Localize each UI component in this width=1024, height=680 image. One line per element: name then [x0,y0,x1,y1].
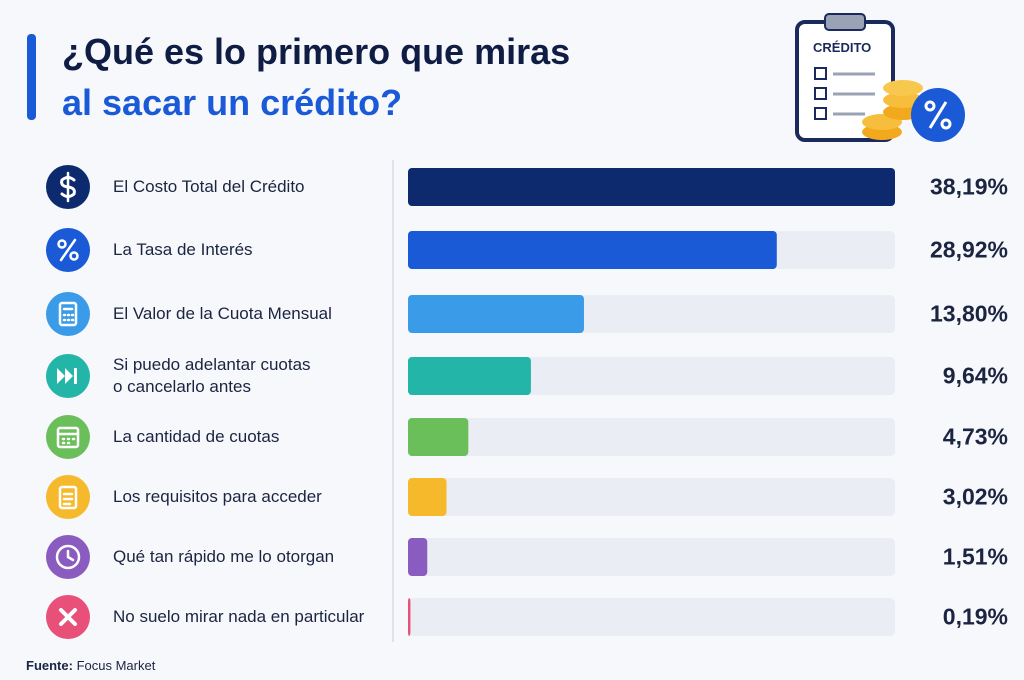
bar [408,418,469,456]
bar-track [408,418,895,456]
value-label: 13,80% [929,300,1008,327]
source-text: Focus Market [76,658,156,673]
value-label: 28,92% [929,236,1008,263]
source-label: Fuente: [26,658,73,673]
value-label: 4,73% [942,423,1008,450]
bar [408,357,531,395]
clipboard-illustration [795,13,965,142]
bar [408,538,428,576]
source: Fuente: Focus Market [26,658,155,673]
icon-glyph [62,313,75,322]
icon-glyph [58,485,78,510]
title-accent [27,34,36,120]
value-label: 9,64% [942,362,1008,389]
icon-circle [46,415,90,459]
category-icon [46,165,90,209]
category-icon [46,292,90,336]
icon-glyph [61,437,76,445]
bar [408,295,584,333]
icon-glyph [59,238,77,262]
category-icon [46,535,90,579]
category-label: Qué tan rápido me lo otorgan [113,547,335,566]
bar [408,168,895,206]
bar-track [408,478,895,516]
icon-glyph [56,426,80,449]
bar-track [408,598,895,636]
icon-glyph [74,368,77,384]
category-label: Si puedo adelantar cuotas o cancelarlo a… [113,355,311,396]
category-label: El Costo Total del Crédito [113,177,305,196]
icon-glyph [55,544,81,570]
value-label: 3,02% [942,483,1008,510]
bar-track [408,538,895,576]
category-icon [46,475,90,519]
icon-glyph [57,368,73,384]
bar [408,598,411,636]
value-label: 38,19% [929,173,1008,200]
icon-glyph [57,239,67,249]
illustration-label: CRÉDITO [813,40,872,55]
icon-glyph [69,251,79,261]
category-icon [46,595,90,639]
value-label: 0,19% [942,603,1008,630]
category-label: La Tasa de Interés [113,240,253,259]
chart-title: ¿Qué es lo primero que miras [62,31,571,72]
category-label: La cantidad de cuotas [113,427,280,446]
value-label: 1,51% [942,543,1008,570]
category-label: No suelo mirar nada en particular [113,607,365,626]
icon-glyph [58,301,78,327]
bar [408,231,777,269]
category-icon [46,228,90,272]
category-icon [46,354,90,398]
icon-circle [46,475,90,519]
category-icon [46,415,90,459]
icon-glyph [66,549,75,562]
chart-title: al sacar un crédito? [62,82,403,123]
category-label: Los requisitos para acceder [113,487,322,506]
icon-glyph [59,608,77,626]
category-label: El Valor de la Cuota Mensual [113,304,332,323]
bar [408,478,447,516]
